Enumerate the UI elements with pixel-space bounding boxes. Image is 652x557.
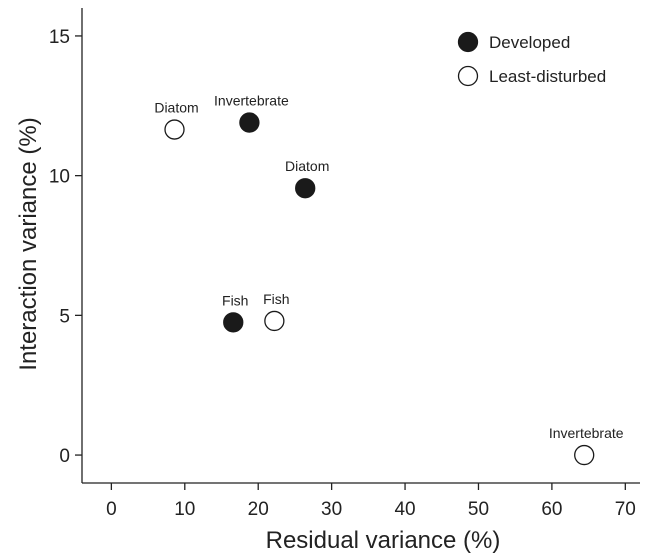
x-tick-label: 50: [468, 499, 489, 520]
legend-marker-least-disturbed: [457, 65, 479, 87]
developed-point: [239, 112, 260, 133]
x-tick-label: 30: [321, 499, 342, 520]
x-tick-label: 0: [106, 499, 117, 520]
point-label: Fish: [263, 291, 289, 307]
x-tick-label: 10: [174, 499, 195, 520]
least-disturbed-point: [164, 119, 185, 140]
point-label: Diatom: [154, 100, 198, 116]
point-label: Fish: [222, 292, 248, 308]
point-label: Invertebrate: [549, 425, 624, 441]
least-disturbed-point: [264, 310, 285, 332]
legend-label: Developed: [489, 33, 570, 52]
x-tick-label: 40: [394, 499, 415, 520]
data-points: Invertebrate Diatom Fish Diatom Fish Inverteb…: [154, 93, 624, 466]
x-tick-label: 60: [541, 499, 562, 520]
legend-label: Least-disturbed: [489, 67, 606, 86]
developed-point: [295, 178, 316, 199]
x-tick-label: 70: [615, 499, 636, 520]
point-label: Diatom: [285, 158, 329, 174]
legend-marker-developed: [457, 31, 479, 53]
legend: Developed Least-disturbed: [457, 31, 606, 87]
point-label: Invertebrate: [214, 93, 289, 109]
y-tick-label: 15: [49, 27, 70, 48]
y-axis-title: Interaction variance (%): [15, 117, 42, 370]
y-tick-label: 5: [59, 306, 70, 327]
least-disturbed-point: [574, 444, 595, 466]
developed-point: [223, 312, 244, 333]
y-tick-label: 10: [49, 167, 70, 188]
axes: 0 10 20 30 40 50 60 70 0 5 10 15: [49, 8, 640, 520]
x-axis-title: Residual variance (%): [266, 527, 501, 554]
x-tick-label: 20: [248, 499, 269, 520]
y-tick-label: 0: [59, 446, 70, 467]
